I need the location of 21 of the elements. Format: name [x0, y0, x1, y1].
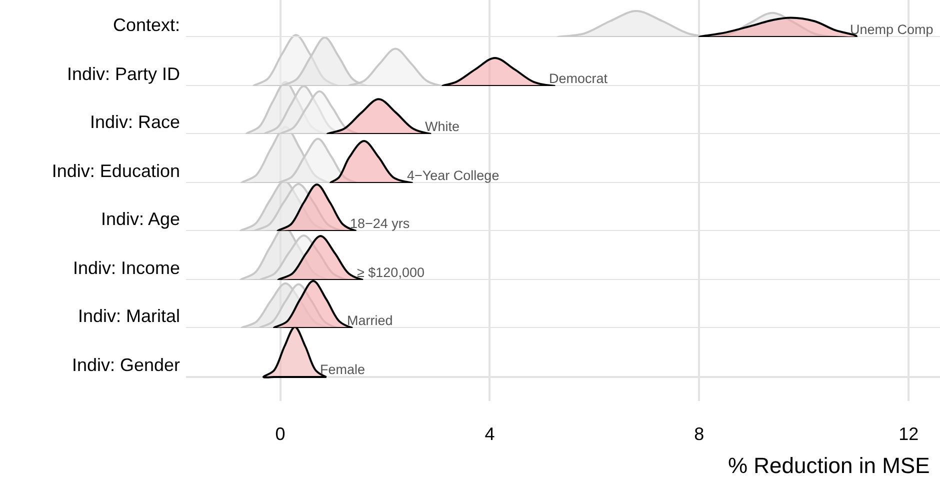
y-axis-title: Context:: [112, 15, 180, 37]
x-tick-label: 12: [898, 424, 919, 444]
series-label: Female: [320, 362, 366, 376]
y-axis-title: Indiv: Race: [90, 112, 180, 134]
series-label: ≥ $120,000: [357, 264, 424, 280]
series-label: White: [425, 119, 460, 134]
series-label: 4−Year College: [407, 168, 500, 182]
x-tick-label: 0: [275, 424, 286, 444]
y-axis-title: Indiv: Education: [52, 160, 180, 182]
y-axis-title: Indiv: Income: [72, 258, 180, 280]
x-tick-label: 4: [484, 424, 495, 444]
y-axis-title: Indiv: Party ID: [66, 64, 180, 86]
y-axis-title: Indiv: Age: [100, 209, 180, 231]
y-axis-title: Indiv: Gender: [72, 354, 180, 376]
series-label: 18−24 yrs: [350, 216, 410, 231]
x-tick-label: 8: [694, 424, 704, 444]
series-label: Married: [347, 313, 393, 328]
series-label: Democrat: [549, 70, 608, 86]
x-axis-title: % Reduction in MSE: [728, 452, 930, 478]
y-axis-title: Indiv: Marital: [78, 306, 180, 328]
series-label: Unemp Comp: [850, 22, 934, 37]
